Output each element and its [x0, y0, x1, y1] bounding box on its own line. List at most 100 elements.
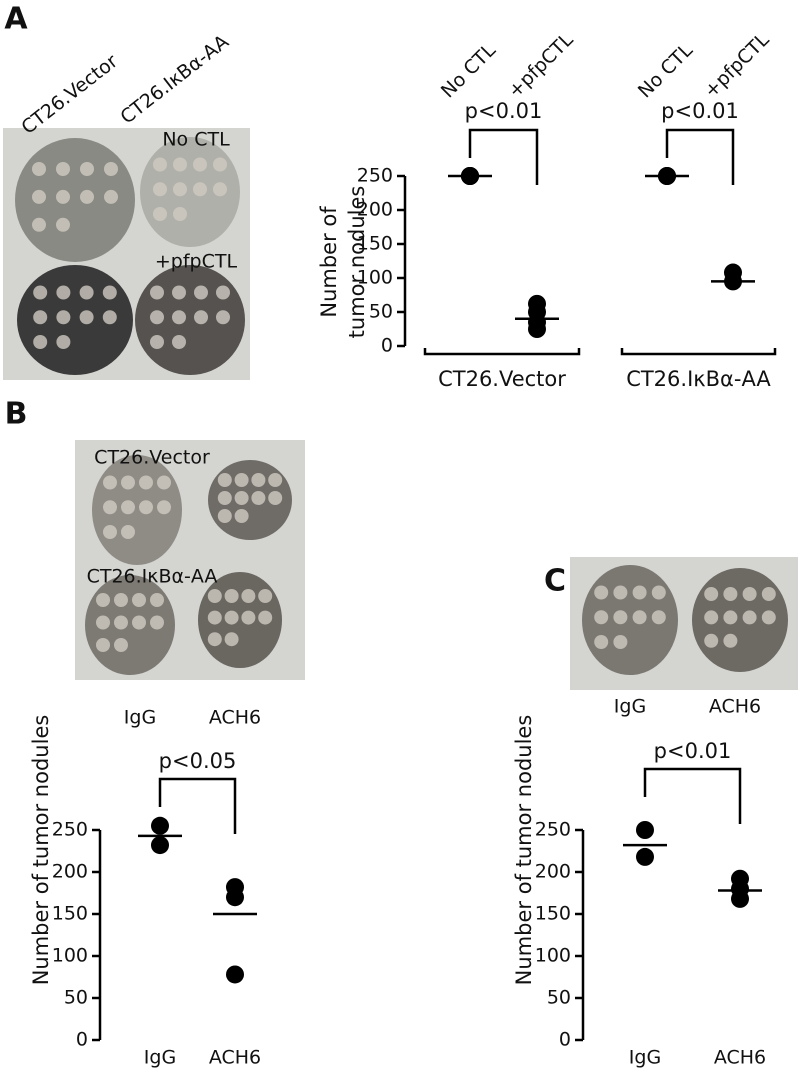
nodule: [651, 585, 666, 600]
nodule: [704, 587, 719, 601]
nodule: [153, 182, 167, 197]
nodule: [121, 475, 135, 490]
x-tick-label: ACH6: [209, 1047, 261, 1069]
y-tick-label: 0: [559, 1029, 571, 1051]
nodule: [761, 587, 776, 601]
nodule: [268, 473, 283, 487]
nodule: [103, 475, 117, 490]
nodule: [613, 635, 628, 649]
nodule: [217, 491, 232, 505]
x-tick-label: No CTL: [437, 39, 500, 102]
nodule: [79, 285, 94, 300]
nodule: [153, 207, 167, 221]
y-axis-label: Number of tumor nodules: [512, 715, 536, 986]
nodule: [704, 610, 719, 625]
nodule: [268, 491, 283, 505]
nodule: [651, 610, 666, 625]
photo-label: CT26.IκBα-AA: [87, 566, 218, 588]
photo-label: ACH6: [709, 696, 761, 718]
nodule: [56, 310, 71, 325]
data-point: [731, 889, 749, 908]
nodule: [173, 157, 187, 172]
group-label: CT26.Vector: [438, 367, 566, 391]
nodule: [742, 587, 757, 601]
nodule: [632, 610, 647, 625]
nodule: [173, 182, 187, 197]
nodule: [224, 589, 239, 603]
nodule: [193, 157, 207, 172]
nodule: [153, 157, 167, 172]
nodule: [150, 285, 164, 300]
y-tick-label: 150: [52, 903, 88, 925]
nodule: [207, 589, 222, 603]
y-tick-label: 100: [357, 267, 393, 289]
y-tick-label: 50: [64, 987, 88, 1009]
nodule: [217, 509, 232, 523]
nodule: [103, 525, 117, 539]
nodule: [217, 473, 232, 487]
photo-label: IgG: [124, 707, 156, 729]
nodule: [723, 610, 738, 625]
data-point: [636, 847, 654, 866]
y-axis-label: Number of: [317, 206, 341, 318]
y-tick-label: 0: [381, 335, 393, 357]
p-value: p<0.05: [159, 749, 237, 773]
data-point: [528, 320, 546, 338]
nodule: [56, 162, 70, 176]
data-point: [636, 821, 654, 839]
nodule: [234, 473, 249, 487]
nodule: [723, 633, 738, 648]
nodule: [193, 182, 207, 197]
nodule: [33, 310, 48, 325]
nodule: [80, 189, 94, 204]
data-point: [226, 888, 244, 907]
y-tick-label: 250: [52, 819, 88, 841]
y-tick-label: 0: [76, 1029, 88, 1051]
nodule: [114, 615, 128, 630]
nodule: [32, 162, 46, 176]
nodule: [224, 610, 239, 625]
data-point: [226, 965, 244, 984]
nodule: [194, 285, 208, 300]
y-tick-label: 200: [52, 861, 88, 883]
panel-label: A: [4, 2, 28, 37]
group-label: CT26.IκBα-AA: [626, 367, 771, 391]
nodule: [150, 593, 164, 607]
nodule: [173, 207, 187, 221]
nodule: [33, 285, 48, 300]
nodule: [150, 335, 164, 349]
nodule: [102, 285, 117, 300]
nodule: [32, 217, 46, 232]
nodule: [102, 310, 117, 325]
y-tick-label: 100: [535, 945, 571, 967]
nodule: [194, 310, 208, 325]
nodule: [258, 589, 273, 603]
nodule: [172, 285, 186, 300]
photo-label: CT26.Vector: [94, 447, 210, 469]
nodule: [172, 335, 186, 349]
p-value: p<0.01: [661, 99, 739, 123]
nodule: [157, 500, 171, 515]
nodule: [80, 162, 94, 176]
panel-label: B: [5, 397, 28, 432]
y-axis-label: tumor nodules: [345, 186, 369, 339]
y-axis-label: Number of tumor nodules: [29, 715, 53, 986]
significance-bracket: [468, 128, 539, 185]
nodule: [150, 615, 164, 630]
nodule: [104, 162, 118, 176]
nodule: [121, 525, 135, 539]
nodule: [96, 615, 110, 630]
nodule: [723, 587, 738, 601]
photo-label: No CTL: [162, 129, 230, 151]
y-tick-label: 250: [357, 165, 393, 187]
significance-bracket: [158, 777, 237, 834]
nodule: [216, 310, 230, 325]
nodule: [594, 610, 609, 625]
nodule: [114, 593, 128, 607]
y-tick-label: 100: [52, 945, 88, 967]
nodule: [613, 585, 628, 600]
nodule: [139, 475, 153, 490]
nodule: [251, 473, 266, 487]
nodule: [132, 593, 146, 607]
